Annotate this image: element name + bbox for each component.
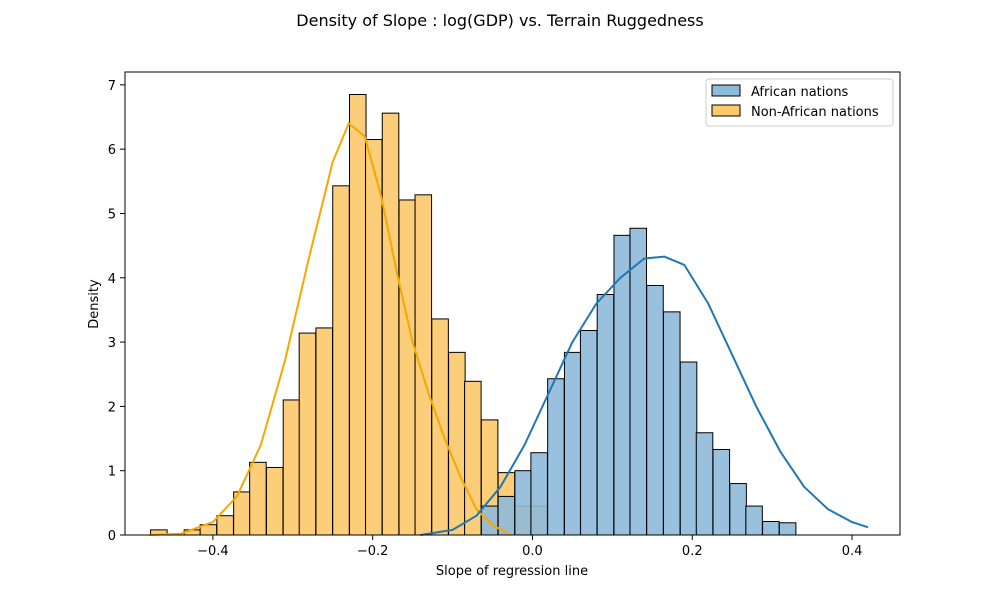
kde-line-non-african-nations [148,122,509,536]
bar-african-nations-12 [679,361,698,536]
y-axis: 0 1 2 3 4 5 6 7 [108,79,125,544]
y-tick-label: 7 [108,79,116,94]
bar-african-nations-17 [762,520,780,536]
bar-non-african-nations-16 [414,194,433,536]
bar-non-african-nations-12 [349,94,367,536]
bar-african-nations-14 [712,448,731,536]
bar-african-nations-0 [480,505,499,536]
bar-african-nations-13 [695,432,714,536]
x-tick-label: −0.2 [357,544,389,559]
x-axis-label: Slope of regression line [436,564,588,579]
bar-african-nations-16 [745,505,763,536]
bar-african-nations-10 [646,284,664,536]
bar-african-nations-6 [579,330,598,536]
y-tick-label: 0 [108,529,116,544]
bar-non-african-nations-18 [448,351,466,536]
x-tick-label: 0.4 [842,544,863,559]
bar-non-african-nations-14 [381,112,400,536]
bar-non-african-nations-8 [282,399,301,536]
y-axis-label: Density [87,279,102,329]
chart-title: Density of Slope : log(GDP) vs. Terrain … [296,11,703,30]
bar-non-african-nations-7 [265,466,284,536]
bar-non-african-nations-10 [315,327,333,536]
bar-african-nations-9 [629,227,647,536]
legend-swatch-african [711,84,741,97]
x-tick-label: 0.2 [682,544,703,559]
y-tick-label: 5 [108,207,116,222]
x-axis: −0.4 −0.2 0.0 0.2 0.4 [197,535,862,559]
bar-non-african-nations-11 [332,185,350,536]
bar-african-nations-3 [530,452,548,536]
bar-non-african-nations-9 [298,332,317,536]
bar-non-african-nations-6 [249,461,267,536]
legend-label-african: African nations [751,85,849,100]
x-tick-label: 0.0 [522,544,543,559]
y-tick-label: 6 [108,143,116,158]
y-tick-label: 3 [108,336,116,351]
legend-label-non-african: Non-African nations [751,105,879,120]
bar-african-nations-15 [729,483,747,536]
bar-african-nations-8 [613,234,632,536]
bar-african-nations-11 [663,311,681,536]
legend-swatch-non-african [711,104,741,117]
bar-african-nations-7 [596,293,615,536]
bar-african-nations-4 [547,378,565,536]
legend-box [705,78,894,127]
bar-african-nations-5 [563,351,582,536]
legend: African nations Non-African nations [705,78,894,127]
kde-line-african-nations [420,255,869,536]
bar-non-african-nations-13 [364,139,383,536]
bar-african-nations-18 [778,522,797,536]
y-tick-label: 2 [108,400,116,415]
bar-non-african-nations-4 [216,515,234,536]
y-tick-label: 4 [108,272,116,287]
bar-african-nations-2 [514,470,532,536]
kde-layer [148,122,869,536]
plot-frame [124,71,901,536]
x-tick-label: −0.4 [197,544,229,559]
bar-non-african-nations-15 [398,199,417,536]
y-tick-label: 1 [108,465,116,480]
